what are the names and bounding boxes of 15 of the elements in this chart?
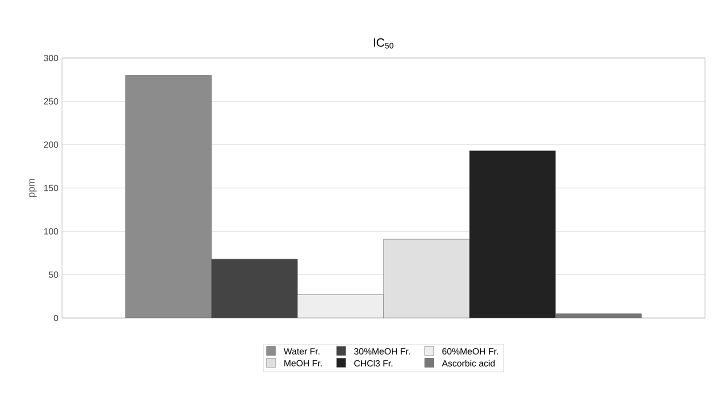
y-tick-label: 100	[44, 228, 58, 235]
y-tick-label: 200	[44, 141, 58, 148]
legend-label: 30%MeOH Fr.	[354, 348, 410, 355]
legend-label: 60%MeOH Fr.	[442, 348, 498, 355]
legend-label: Ascorbic acid	[442, 360, 495, 367]
y-tick-label: 50	[48, 271, 58, 278]
legend-label: MeOH Fr.	[284, 360, 322, 366]
y-axis-title: ppm	[29, 178, 37, 198]
legend-label: CHCl3 Fr.	[354, 360, 392, 367]
y-tick-label: 300	[44, 54, 58, 62]
y-tick-label: 150	[44, 184, 58, 192]
legend-label: Water Fr.	[284, 348, 320, 354]
y-tick-label: 0	[54, 314, 58, 322]
y-tick-label: 250	[44, 98, 58, 105]
chart-title: IC$_{50}$	[374, 38, 394, 49]
